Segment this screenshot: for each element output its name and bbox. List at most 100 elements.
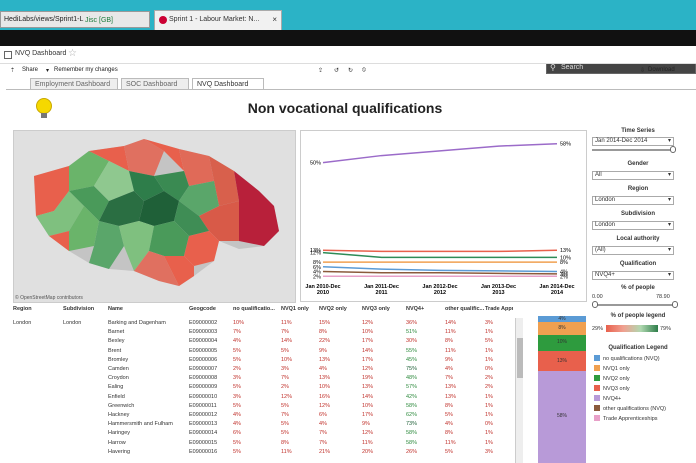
borough-shape[interactable] (174, 201, 209, 236)
export-icon[interactable]: ⇪ (318, 68, 324, 74)
stack-segment[interactable]: 10% (538, 334, 586, 351)
borough-shape[interactable] (134, 251, 179, 286)
time-series-handle[interactable] (670, 146, 676, 153)
series-line[interactable] (322, 266, 558, 273)
borough-shape[interactable] (69, 151, 109, 191)
revert-icon[interactable]: ↺ (334, 68, 340, 74)
table-row[interactable]: Bexley E09000004 4% 14% 22% 17% 30% 8% 5% (13, 337, 513, 345)
download-icon[interactable]: ⇩ (640, 68, 646, 74)
table-row[interactable]: Harrow E09000015 5% 8% 7% 11% 58% 11% 1% (13, 439, 513, 447)
time-series-value[interactable]: Jan 2014-Dec 2014 (592, 137, 674, 146)
table-cell: 11% (281, 448, 292, 455)
favorite-star-icon[interactable]: ☆ (68, 48, 77, 59)
address-bar[interactable]: HediLabs/views/Sprint1-L Jisc [GB] (0, 11, 150, 28)
borough-shape[interactable] (179, 149, 214, 186)
borough-shape[interactable] (154, 171, 189, 201)
qualification-select[interactable]: NVQ4+ (592, 271, 674, 280)
gender-select[interactable]: All (592, 171, 674, 180)
server-toolbar: ⚲ Search (0, 30, 696, 74)
table-cell: 11% (445, 329, 456, 336)
table-row[interactable]: Enfield E09000010 3% 12% 16% 14% 42% 13% 1% (13, 393, 513, 401)
table-row[interactable]: Brent E09000005 5% 5% 9% 14% 55% 11% 1% (13, 347, 513, 355)
borough-shape[interactable] (139, 191, 179, 226)
table-scrollbar[interactable] (515, 318, 523, 463)
subdivision-select[interactable]: London (592, 221, 674, 230)
table-row[interactable]: Croydon E09000008 3% 7% 13% 19% 48% 7% 2% (13, 374, 513, 382)
legend-item[interactable]: NVQ1 only (594, 365, 630, 373)
table-cell: 1% (485, 329, 493, 336)
series-line[interactable] (322, 270, 558, 275)
borough-shape[interactable] (149, 221, 189, 256)
table-cell: E09000006 (189, 356, 218, 363)
table-cell: E09000011 (189, 402, 217, 409)
series-line[interactable] (322, 249, 558, 253)
legend-item[interactable]: NVQ2 only (594, 375, 630, 383)
line-chart[interactable]: 50% 58% 13% 13% 12% 10% 8% 8% 6% 4% 4% 3% 2% 2% Jan 20… (300, 130, 587, 302)
tab-close-icon[interactable]: × (272, 15, 277, 24)
borough-shape[interactable] (234, 171, 279, 246)
borough-shape[interactable] (36, 191, 84, 236)
page-title: Non vocational qualifications (247, 100, 443, 116)
table-row[interactable]: Bromley E09000006 5% 10% 13% 17% 45% 9% 1% (13, 356, 513, 364)
legend-item[interactable]: no qualifications (NVQ) (594, 355, 660, 363)
legend-item[interactable]: NVQ3 only (594, 385, 630, 393)
people-range-slider[interactable] (594, 304, 676, 306)
legend-item[interactable]: NVQ4+ (594, 395, 621, 403)
borough-shape[interactable] (34, 166, 69, 216)
remember-changes-button[interactable]: Remember my changes (54, 67, 118, 73)
share-button[interactable]: Share (22, 67, 39, 73)
search-placeholder: Search (561, 64, 584, 71)
local-authority-label: Local authority (616, 236, 660, 242)
table-cell: 73% (406, 421, 418, 428)
people-range-handle-min[interactable] (592, 301, 598, 308)
region-select[interactable]: London (592, 196, 674, 205)
people-range-handle-max[interactable] (672, 301, 678, 308)
borough-shape[interactable] (119, 221, 154, 271)
borough-shape[interactable] (99, 191, 144, 226)
table-row[interactable]: Barnet E09000003 7% 7% 8% 10% 51% 11% 1% (13, 328, 513, 336)
table-row[interactable]: London London Barking and Dagenham E0900000… (13, 319, 513, 327)
borough-shape[interactable] (69, 186, 109, 221)
borough-shape[interactable] (179, 181, 219, 216)
table-cell: 57% (406, 384, 418, 391)
borough-shape[interactable] (164, 256, 194, 286)
london-map[interactable] (13, 130, 296, 303)
browser-tab[interactable]: Sprint 1 - Labour Market: N... × (154, 10, 282, 30)
borough-shape[interactable] (129, 171, 164, 201)
table-cell: NVQ2 only (319, 306, 347, 312)
stacked-bar[interactable]: 4% 8% 10% 13% 58% (538, 316, 586, 463)
borough-shape[interactable] (144, 139, 184, 171)
stack-segment[interactable]: 13% (538, 350, 586, 372)
local-authority-select[interactable]: (All) (592, 246, 674, 255)
table-cell: 6% (233, 430, 241, 437)
stack-segment[interactable]: 4% (538, 316, 586, 323)
stack-segment[interactable]: 58% (538, 371, 586, 463)
table-row[interactable]: Havering E09000016 5% 11% 21% 20% 26% 5% 3% (13, 448, 513, 456)
legend-item[interactable]: Trade Apprenticeships (594, 415, 658, 423)
pause-icon[interactable]: ⦸ (362, 67, 366, 73)
table-row[interactable]: Camden E09000007 2% 3% 4% 12% 75% 4% 0% (13, 365, 513, 373)
table-row[interactable]: Haringey E09000014 6% 5% 7% 12% 58% 8% 1% (13, 429, 513, 437)
borough-shape[interactable] (184, 231, 219, 266)
borough-shape[interactable] (94, 161, 134, 201)
series-line[interactable] (322, 251, 557, 259)
borough-shape[interactable] (49, 231, 69, 251)
table-cell: 5% (281, 347, 289, 354)
series-line[interactable] (322, 142, 558, 164)
legend-item[interactable]: other qualifications (NVQ) (594, 405, 666, 413)
borough-shape[interactable] (124, 139, 164, 176)
table-row[interactable]: Greenwich E09000011 5% 5% 12% 10% 58% 8% 1% (13, 402, 513, 410)
x-tick-label: Jan 2010-Dec (305, 284, 340, 290)
share-icon[interactable]: ⇡ (10, 68, 16, 74)
borough-shape[interactable] (69, 206, 99, 251)
table-row[interactable]: Ealing E09000009 5% 2% 10% 13% 57% 13% 2% (13, 383, 513, 391)
borough-shape[interactable] (89, 221, 124, 269)
stack-segment[interactable]: 8% (538, 322, 586, 335)
download-button[interactable]: Download (648, 67, 675, 73)
scroll-thumb[interactable] (517, 338, 523, 378)
refresh-icon[interactable]: ↻ (348, 68, 354, 74)
table-row[interactable]: Hackney E09000012 4% 7% 6% 17% 62% 5% 1% (13, 411, 513, 419)
borough-shape[interactable] (89, 146, 129, 171)
time-series-slider[interactable] (592, 149, 674, 151)
table-row[interactable]: Hammersmith and Fulham E09000013 4% 5% 4% 9% 7… (13, 420, 513, 428)
